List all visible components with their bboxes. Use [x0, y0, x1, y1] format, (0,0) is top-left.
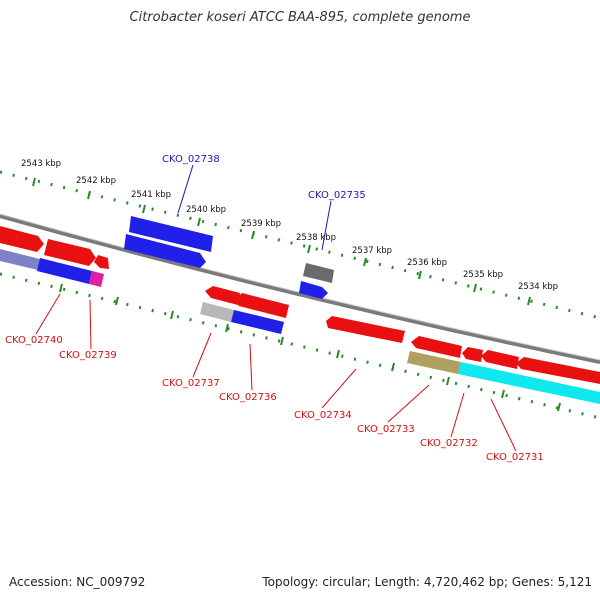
gene-left-red-3[interactable]	[94, 255, 109, 269]
gene-cko-02736[interactable]	[231, 310, 284, 334]
leader-cko-02732	[450, 392, 465, 438]
outer-major-ticks	[32, 177, 531, 306]
scale-label-2534: 2534 kbp	[518, 282, 558, 292]
inner-major-ticks	[59, 283, 561, 412]
gene-label-cko-02734[interactable]: CKO_02734	[294, 410, 352, 421]
scale-label-2535: 2535 kbp	[463, 270, 503, 280]
gene-red-right-2[interactable]	[462, 347, 483, 362]
gene-cko-02732[interactable]	[458, 362, 600, 404]
gene-left-red-1[interactable]	[0, 226, 44, 252]
backbone-line	[0, 214, 600, 364]
scale-label-2542: 2542 kbp	[76, 176, 116, 186]
topology-text: Topology: circular; Length: 4,720,462 bp…	[262, 575, 592, 589]
gene-red-right-3[interactable]	[481, 350, 519, 369]
gene-label-cko-02740[interactable]: CKO_02740	[5, 335, 63, 346]
leader-cko-02737	[192, 332, 212, 378]
scale-label-2540: 2540 kbp	[186, 205, 226, 215]
gene-label-cko-02738[interactable]: CKO_02738	[162, 154, 220, 165]
gene-label-cko-02731[interactable]: CKO_02731	[486, 452, 544, 463]
gene-red-right-1[interactable]	[411, 336, 462, 358]
gene-red-right-4[interactable]	[516, 357, 600, 384]
scale-label-2539: 2539 kbp	[241, 219, 281, 229]
gene-label-cko-02732[interactable]: CKO_02732	[420, 438, 478, 449]
gene-cko-02735-grey[interactable]	[303, 263, 334, 283]
gene-cko-02740-grey[interactable]	[0, 249, 40, 270]
scale-label-2537: 2537 kbp	[352, 246, 392, 256]
accession-text: Accession: NC_009792	[9, 575, 146, 589]
gene-label-cko-02733[interactable]: CKO_02733	[357, 424, 415, 435]
gene-label-cko-02739[interactable]: CKO_02739	[59, 350, 117, 361]
gene-cko-02738-lower[interactable]	[124, 234, 206, 268]
scale-label-2541: 2541 kbp	[131, 190, 171, 200]
leader-cko-02734	[321, 368, 357, 409]
leader-cko-02735	[321, 200, 332, 251]
gene-red-mid-2[interactable]	[234, 293, 289, 318]
gene-cko-02737[interactable]	[200, 302, 234, 322]
leader-cko-02731	[490, 398, 517, 452]
map-title: Citrobacter koseri ATCC BAA-895, complet…	[129, 10, 471, 25]
gene-cko-02739[interactable]	[89, 271, 104, 287]
leader-cko-02738	[177, 164, 194, 214]
scale-label-2543: 2543 kbp	[21, 159, 61, 169]
leader-cko-02739	[89, 299, 92, 350]
gene-cko-02735[interactable]	[299, 281, 328, 299]
leader-cko-02736	[249, 343, 253, 391]
gene-label-cko-02735[interactable]: CKO_02735	[308, 190, 366, 201]
gene-label-cko-02736[interactable]: CKO_02736	[219, 392, 277, 403]
leader-cko-02733	[387, 384, 430, 423]
scale-label-2538: 2538 kbp	[296, 233, 336, 243]
gene-cko-02738-upper[interactable]	[129, 216, 213, 252]
gene-cko-02733[interactable]	[407, 351, 461, 374]
leader-cko-02740	[35, 293, 61, 335]
gene-left-red-2[interactable]	[44, 239, 96, 266]
gene-cko-02740[interactable]	[37, 258, 92, 284]
gene-cko-02734[interactable]	[326, 316, 405, 343]
gene-red-mid-1[interactable]	[205, 286, 240, 305]
scale-label-2536: 2536 kbp	[407, 258, 447, 268]
gene-label-cko-02737[interactable]: CKO_02737	[162, 378, 220, 389]
